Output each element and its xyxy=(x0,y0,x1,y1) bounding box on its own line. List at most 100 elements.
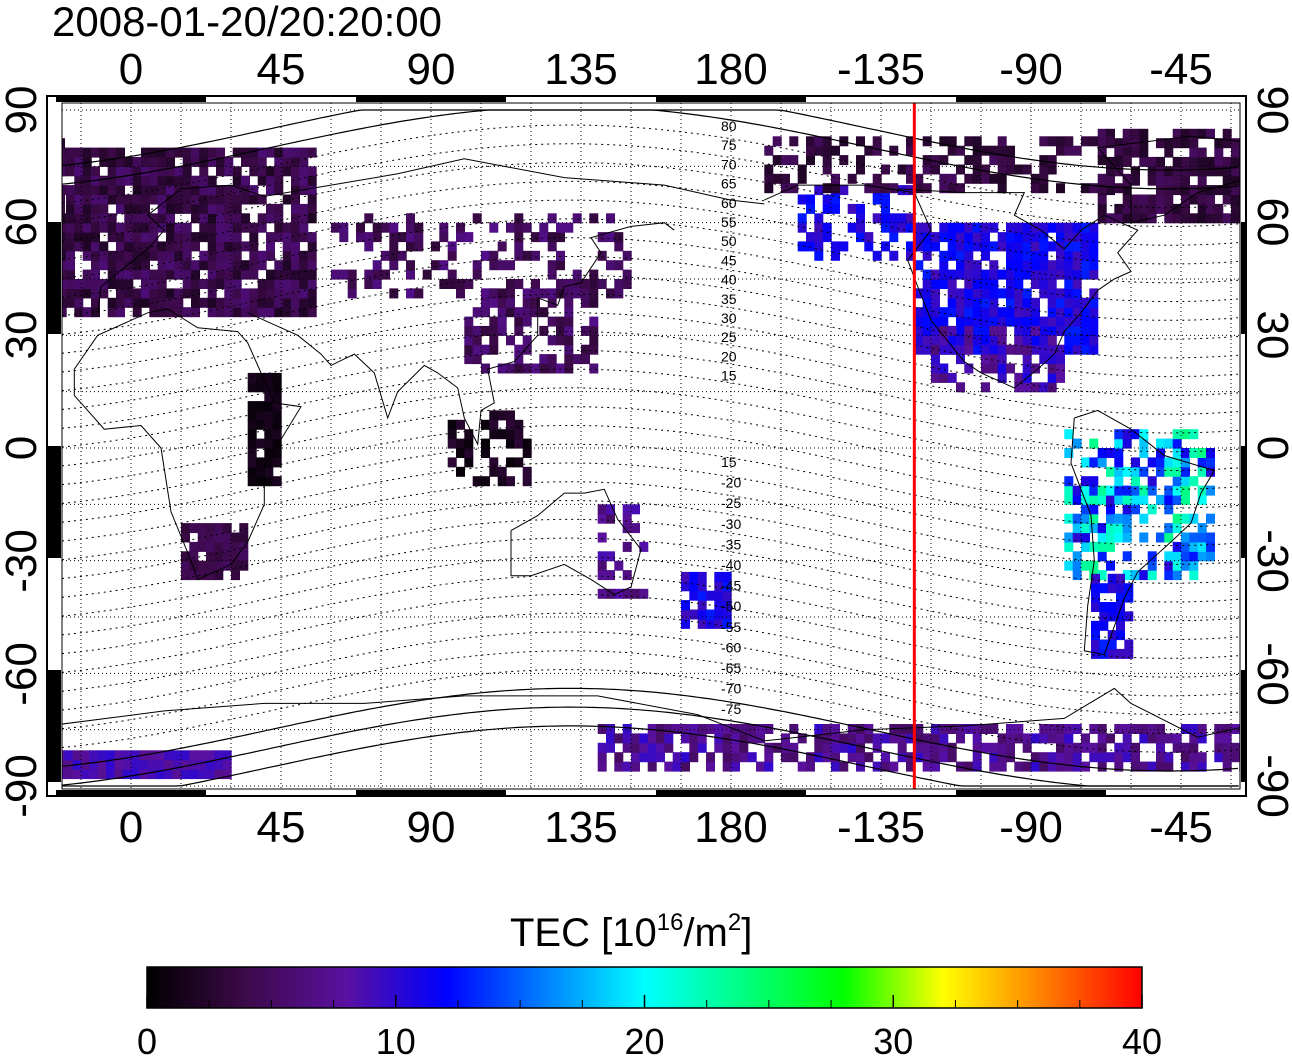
tec-cell xyxy=(247,466,257,477)
tec-cell xyxy=(872,183,882,194)
tec-cell xyxy=(1064,250,1074,261)
tec-cell xyxy=(66,288,75,299)
tec-cell xyxy=(1131,429,1140,440)
tec-cell xyxy=(299,307,309,318)
tec-cell xyxy=(1114,457,1124,468)
tec-cell xyxy=(149,297,159,308)
tec-cell xyxy=(232,213,242,224)
tec-cell xyxy=(572,288,582,299)
tec-cell xyxy=(922,742,932,753)
tec-cell xyxy=(506,288,515,299)
tec-cell xyxy=(1181,429,1190,440)
tec-cell xyxy=(89,769,99,780)
tec-cell xyxy=(731,752,740,763)
tec-cell xyxy=(1214,166,1224,177)
tec-cell xyxy=(922,752,932,763)
tec-cell xyxy=(997,752,1007,763)
tec-cell xyxy=(166,147,175,158)
tec-cell xyxy=(939,335,949,346)
tec-cell xyxy=(62,203,65,214)
tec-cell xyxy=(1139,194,1149,205)
tec-cell xyxy=(947,173,957,184)
tec-cell xyxy=(456,288,465,299)
tec-cell xyxy=(1089,438,1099,449)
tec-cell xyxy=(1006,344,1015,355)
tec-cell xyxy=(956,307,965,318)
tec-cell xyxy=(1172,429,1182,440)
colorbar-tick-label: 10 xyxy=(376,1021,416,1057)
tec-cell xyxy=(997,335,1007,346)
x-tick-label-top: 180 xyxy=(694,45,767,94)
tec-cell xyxy=(1064,344,1074,355)
tec-cell xyxy=(116,175,125,186)
tec-cell xyxy=(972,742,982,753)
tec-cell xyxy=(1089,222,1099,233)
tec-cell xyxy=(564,316,574,327)
tec-cell xyxy=(914,724,924,734)
tec-cell xyxy=(681,581,690,592)
tec-cell xyxy=(1181,541,1190,552)
tec-cell xyxy=(922,232,932,243)
x-tick-label-bottom: -135 xyxy=(837,803,925,852)
tec-cell xyxy=(372,269,382,280)
tec-cell xyxy=(1197,733,1207,744)
tec-cell xyxy=(106,759,115,770)
tec-cell xyxy=(522,466,532,477)
tec-cell xyxy=(556,260,565,271)
tec-cell xyxy=(1164,532,1174,543)
tec-cell xyxy=(1056,183,1065,194)
tec-cell xyxy=(631,742,640,753)
tec-cell xyxy=(99,222,109,233)
tec-cell xyxy=(506,476,515,487)
tec-cell xyxy=(174,194,184,205)
tec-cell xyxy=(1172,466,1182,477)
tec-cell xyxy=(66,185,75,196)
tec-cell xyxy=(222,750,232,761)
tec-cell xyxy=(997,372,1007,383)
tec-cell xyxy=(706,724,715,734)
tec-cell xyxy=(964,173,974,184)
tec-cell xyxy=(249,194,259,205)
tec-cell xyxy=(989,307,999,318)
tec-cell xyxy=(1156,166,1165,177)
tec-cell xyxy=(1081,325,1090,336)
x-axis-top-labels: 0 45 90 135 180 -135 -90 -45 xyxy=(119,45,1213,94)
tec-cell xyxy=(216,260,225,271)
tec-cell xyxy=(1047,372,1057,383)
tec-cell xyxy=(1106,175,1115,186)
tec-cell xyxy=(914,344,924,355)
tec-cell xyxy=(1006,724,1015,734)
tec-cell xyxy=(1081,250,1090,261)
tec-cell xyxy=(514,457,524,468)
tec-cell xyxy=(62,250,67,261)
tec-cell xyxy=(1006,145,1015,156)
tec-cell xyxy=(956,269,965,280)
tec-cell xyxy=(989,145,999,156)
tec-cell xyxy=(947,372,957,383)
tec-cell xyxy=(989,354,999,365)
tec-cell xyxy=(614,288,624,299)
tec-cell xyxy=(264,382,274,393)
tec-cell xyxy=(182,185,192,196)
tec-cell xyxy=(931,155,940,166)
tec-cell xyxy=(216,147,225,158)
tec-cell xyxy=(257,279,267,289)
tec-cell xyxy=(1206,551,1215,562)
tec-cell xyxy=(1214,185,1224,196)
tec-cell xyxy=(274,147,284,158)
tec-cell xyxy=(597,551,607,562)
tec-cell xyxy=(1181,203,1190,214)
tec-cell xyxy=(307,241,317,252)
tec-cell xyxy=(997,136,1007,147)
tec-cell xyxy=(897,733,907,744)
tec-cell xyxy=(1047,363,1057,374)
tec-cell xyxy=(114,769,124,780)
tec-cell xyxy=(307,175,317,186)
tec-cell xyxy=(224,307,234,318)
tec-cell xyxy=(956,260,965,271)
tec-cell xyxy=(956,222,965,233)
tec-cell xyxy=(914,335,924,346)
tec-cell xyxy=(614,232,624,243)
tec-cell xyxy=(274,260,284,271)
tec-cell xyxy=(272,391,282,402)
